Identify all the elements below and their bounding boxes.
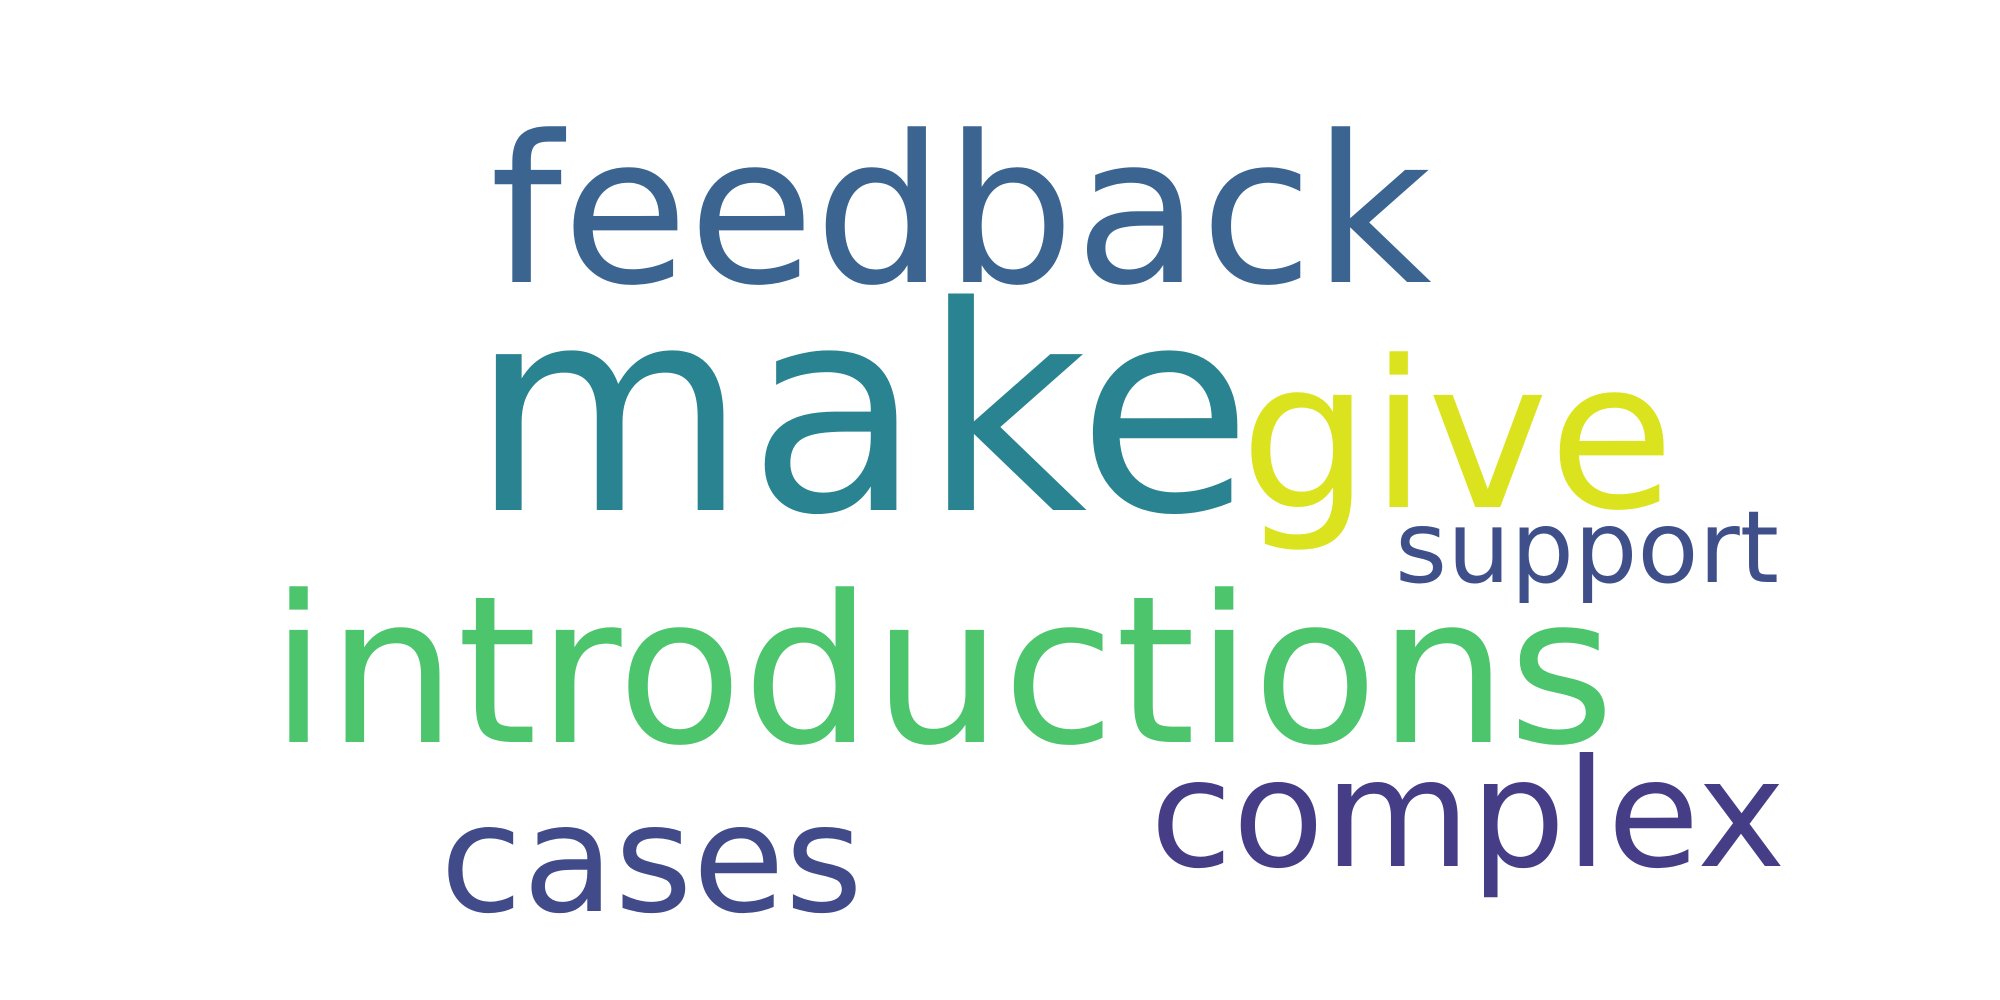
word-support: support [1395, 489, 1779, 606]
word-complex: complex [1150, 728, 1786, 902]
word-cases: cases [440, 773, 863, 947]
word-make: make [470, 246, 1253, 578]
word-introductions: introductions [270, 553, 1615, 791]
word-feedback: feedback [490, 93, 1432, 331]
word-give: give [1240, 318, 1675, 556]
